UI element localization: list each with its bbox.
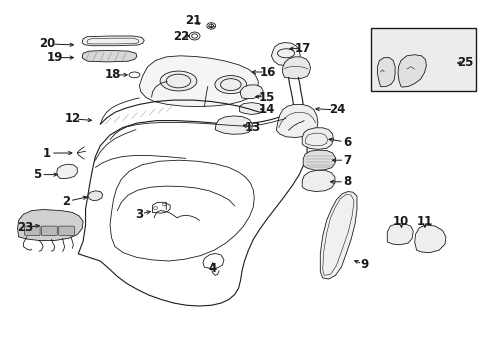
Text: 24: 24 [328, 103, 345, 116]
Ellipse shape [214, 76, 246, 94]
Text: 9: 9 [360, 258, 367, 271]
Ellipse shape [160, 71, 196, 91]
Text: 12: 12 [64, 112, 81, 125]
Text: 18: 18 [104, 68, 121, 81]
Polygon shape [302, 128, 333, 149]
FancyBboxPatch shape [41, 226, 57, 235]
Text: 8: 8 [343, 175, 350, 188]
Text: 4: 4 [208, 262, 216, 275]
Text: 14: 14 [258, 103, 274, 116]
Polygon shape [82, 36, 144, 46]
Text: 5: 5 [34, 168, 41, 181]
Text: 1: 1 [42, 147, 50, 159]
Polygon shape [215, 116, 252, 134]
Text: 25: 25 [456, 57, 473, 69]
Text: 16: 16 [259, 66, 276, 78]
Polygon shape [271, 42, 300, 66]
Bar [370, 28, 475, 91]
Polygon shape [88, 191, 102, 201]
Polygon shape [397, 55, 426, 87]
Polygon shape [377, 58, 394, 87]
Text: 2: 2 [62, 195, 70, 208]
Polygon shape [82, 50, 137, 62]
Polygon shape [302, 170, 334, 192]
Text: 13: 13 [244, 121, 261, 134]
Polygon shape [239, 103, 263, 114]
FancyBboxPatch shape [24, 226, 40, 235]
Text: 10: 10 [392, 215, 408, 228]
Polygon shape [18, 210, 83, 240]
Text: 23: 23 [17, 221, 34, 234]
Polygon shape [240, 85, 263, 99]
Text: 17: 17 [294, 42, 311, 55]
Polygon shape [386, 224, 412, 245]
Polygon shape [57, 164, 77, 179]
Polygon shape [414, 225, 445, 253]
Polygon shape [276, 104, 317, 138]
Text: 3: 3 [135, 208, 143, 221]
FancyBboxPatch shape [59, 226, 74, 235]
Text: 11: 11 [415, 215, 432, 228]
Polygon shape [320, 192, 356, 279]
Text: 21: 21 [184, 14, 201, 27]
Text: 19: 19 [47, 51, 63, 64]
Polygon shape [282, 57, 310, 79]
Text: 7: 7 [343, 154, 350, 167]
Polygon shape [303, 150, 335, 170]
Text: 20: 20 [39, 37, 56, 50]
Text: 6: 6 [343, 136, 350, 149]
Polygon shape [139, 56, 258, 107]
Text: 22: 22 [172, 30, 189, 42]
Text: 15: 15 [258, 91, 274, 104]
